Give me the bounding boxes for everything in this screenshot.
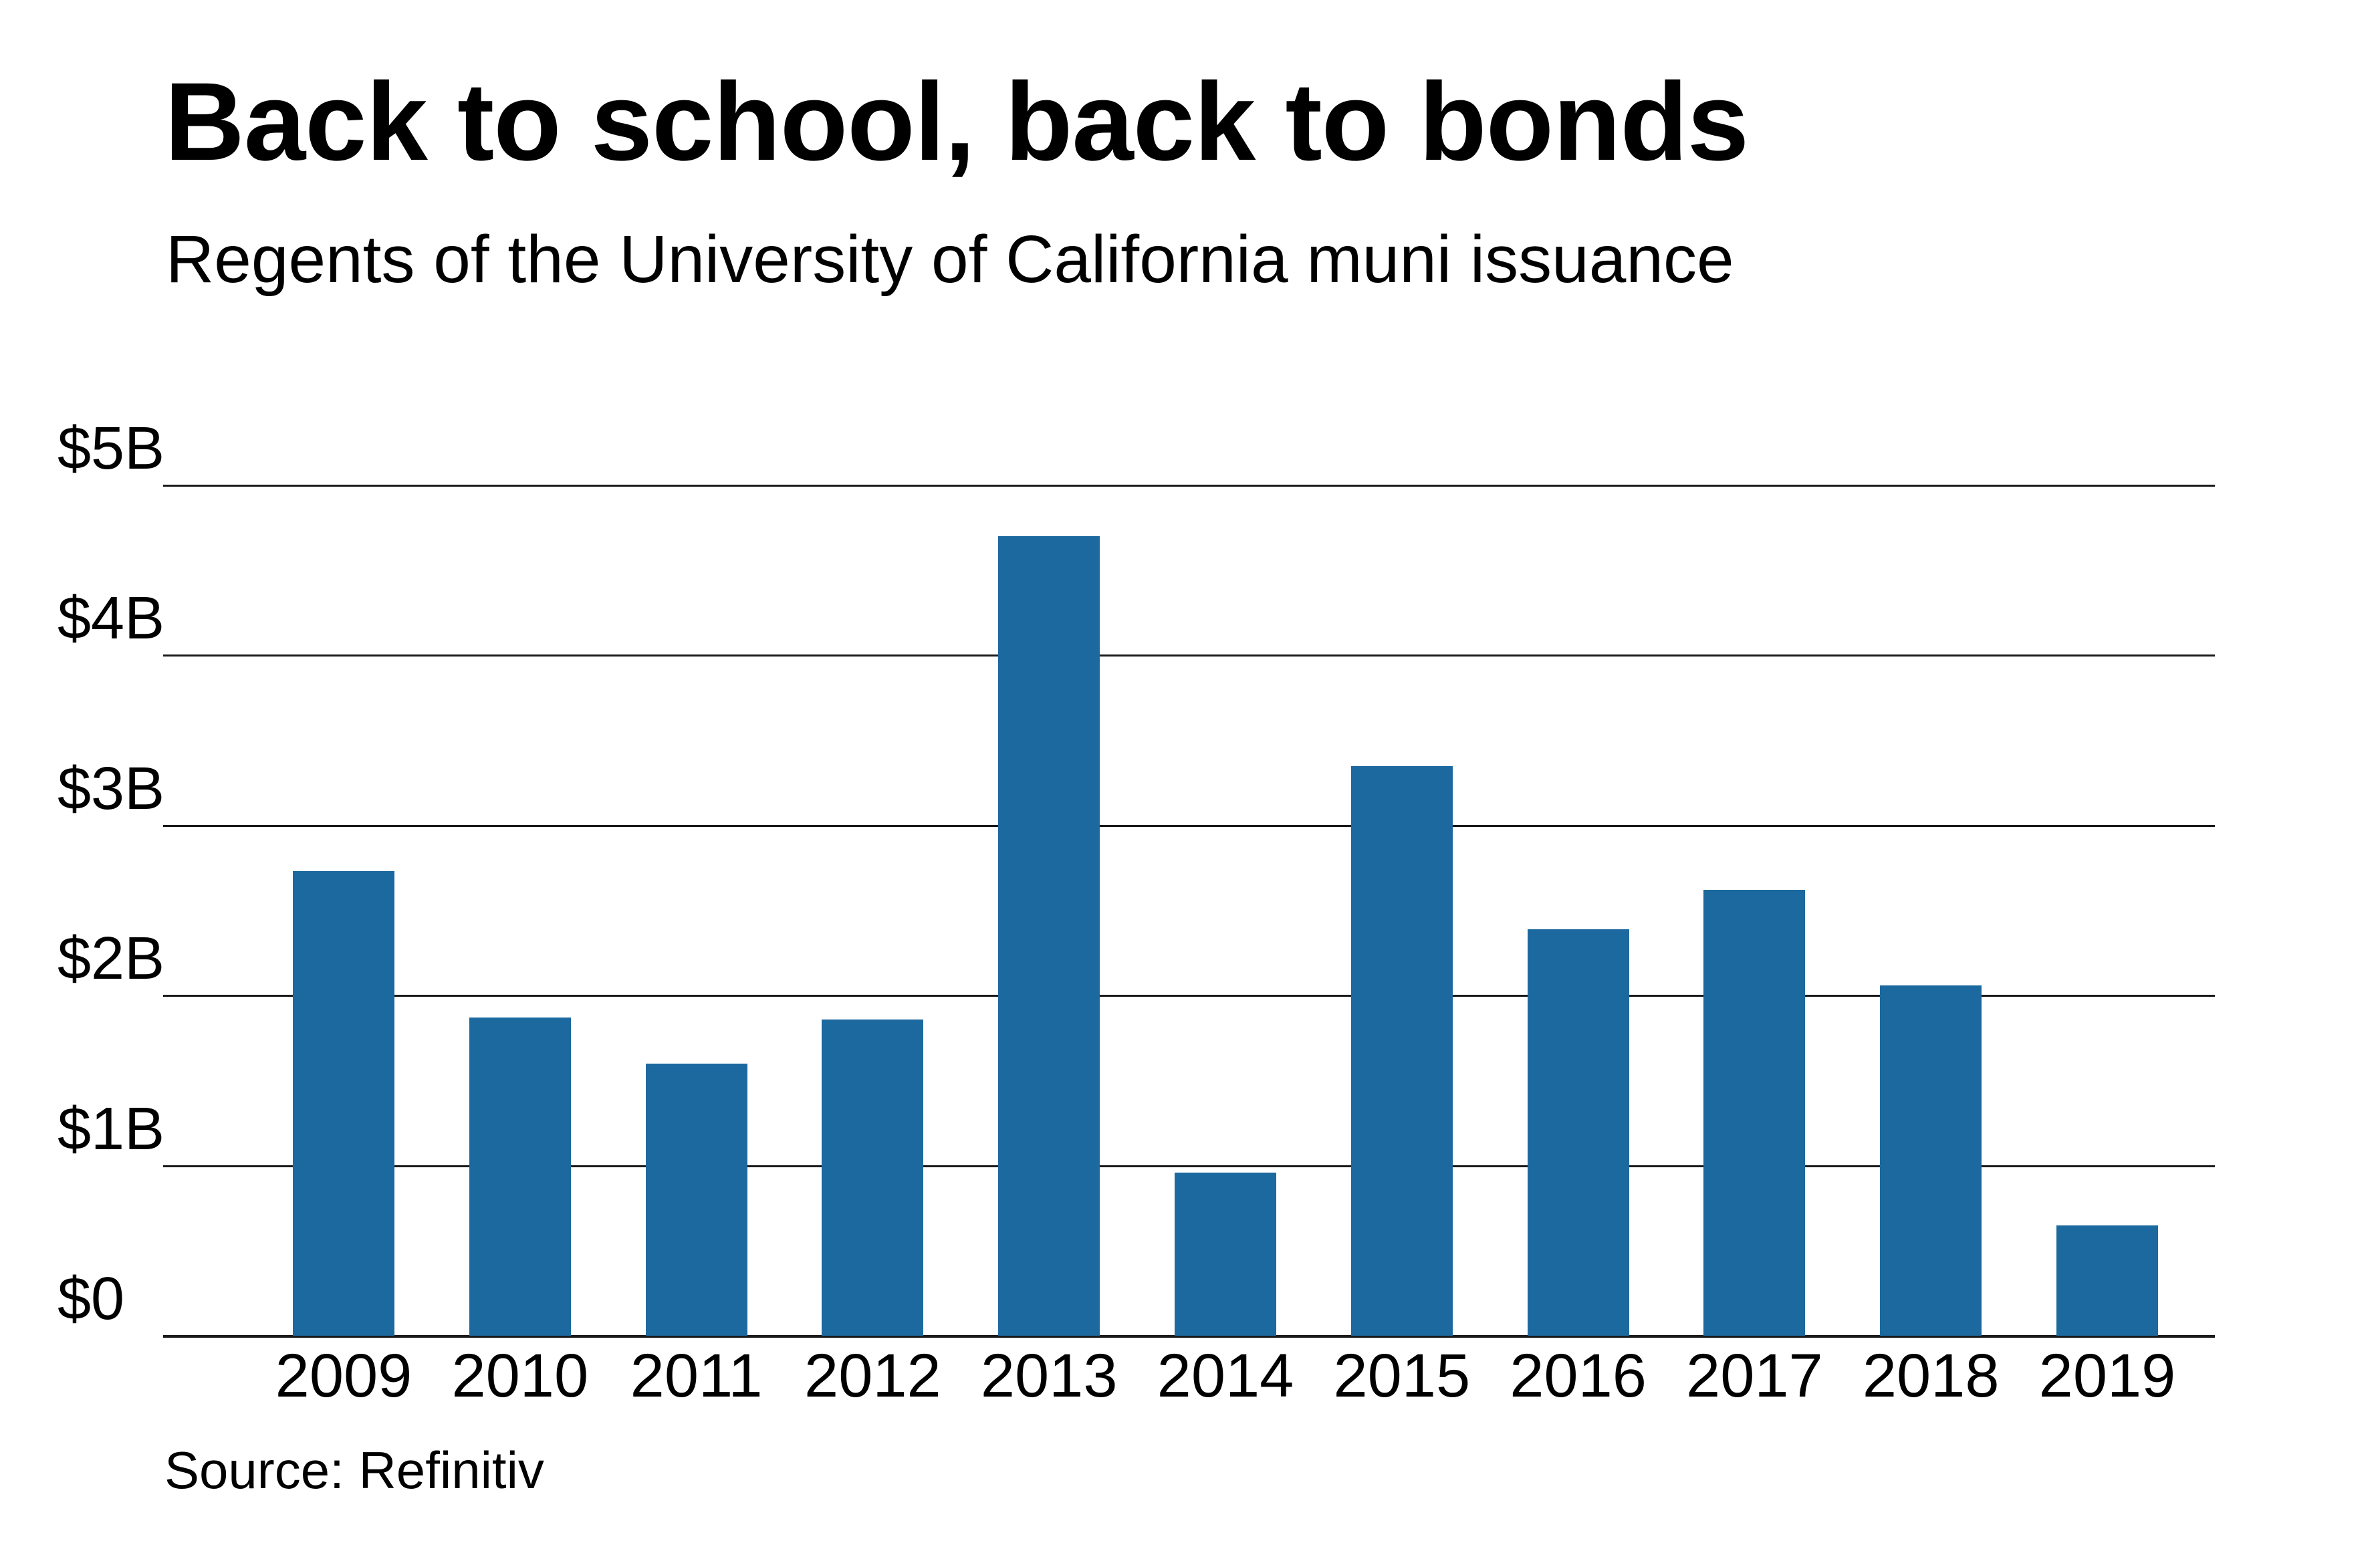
bar-2012 bbox=[822, 1019, 924, 1336]
y-axis-tick-label: $3B bbox=[57, 755, 165, 822]
x-axis-tick-label: 2015 bbox=[1333, 1342, 1471, 1410]
gridline bbox=[163, 654, 2215, 657]
x-axis-tick-label: 2010 bbox=[451, 1342, 589, 1410]
bar-2010 bbox=[469, 1018, 571, 1336]
bar-2011 bbox=[645, 1063, 747, 1336]
chart-title: Back to school, back to bonds bbox=[164, 60, 1749, 184]
y-axis-tick-label: $5B bbox=[57, 415, 165, 482]
x-axis-tick-label: 2009 bbox=[275, 1342, 412, 1410]
y-axis-tick-label: $1B bbox=[57, 1095, 165, 1163]
x-axis-tick-label: 2013 bbox=[980, 1342, 1118, 1410]
y-axis-tick-label: $0 bbox=[57, 1266, 125, 1332]
bar-2013 bbox=[998, 536, 1100, 1336]
x-axis-tick-label: 2017 bbox=[1686, 1342, 1823, 1410]
gridline bbox=[163, 1165, 2215, 1167]
x-axis-tick-label: 2011 bbox=[630, 1342, 763, 1410]
x-axis-tick-label: 2018 bbox=[1862, 1342, 2000, 1410]
bar-2019 bbox=[2056, 1225, 2158, 1336]
bar-2015 bbox=[1350, 765, 1453, 1336]
bar-2009 bbox=[293, 871, 394, 1336]
gridline bbox=[163, 824, 2215, 827]
x-axis-baseline bbox=[163, 1335, 2215, 1338]
gridline bbox=[163, 485, 2215, 487]
y-axis-tick-label: $4B bbox=[57, 585, 165, 652]
bar-2014 bbox=[1175, 1172, 1276, 1336]
bar-2017 bbox=[1703, 890, 1806, 1336]
bar-2016 bbox=[1527, 929, 1629, 1336]
x-axis-tick-label: 2019 bbox=[2038, 1342, 2176, 1410]
y-axis-tick-label: $2B bbox=[57, 925, 165, 993]
bar-2018 bbox=[1880, 985, 1982, 1336]
gridline bbox=[163, 995, 2215, 997]
source-note: Source: Refinitiv bbox=[164, 1441, 544, 1500]
x-axis-tick-label: 2014 bbox=[1157, 1342, 1294, 1410]
x-axis-tick-label: 2016 bbox=[1510, 1342, 1647, 1410]
chart-subtitle: Regents of the University of California … bbox=[166, 222, 1734, 297]
x-axis-tick-label: 2012 bbox=[804, 1342, 941, 1410]
